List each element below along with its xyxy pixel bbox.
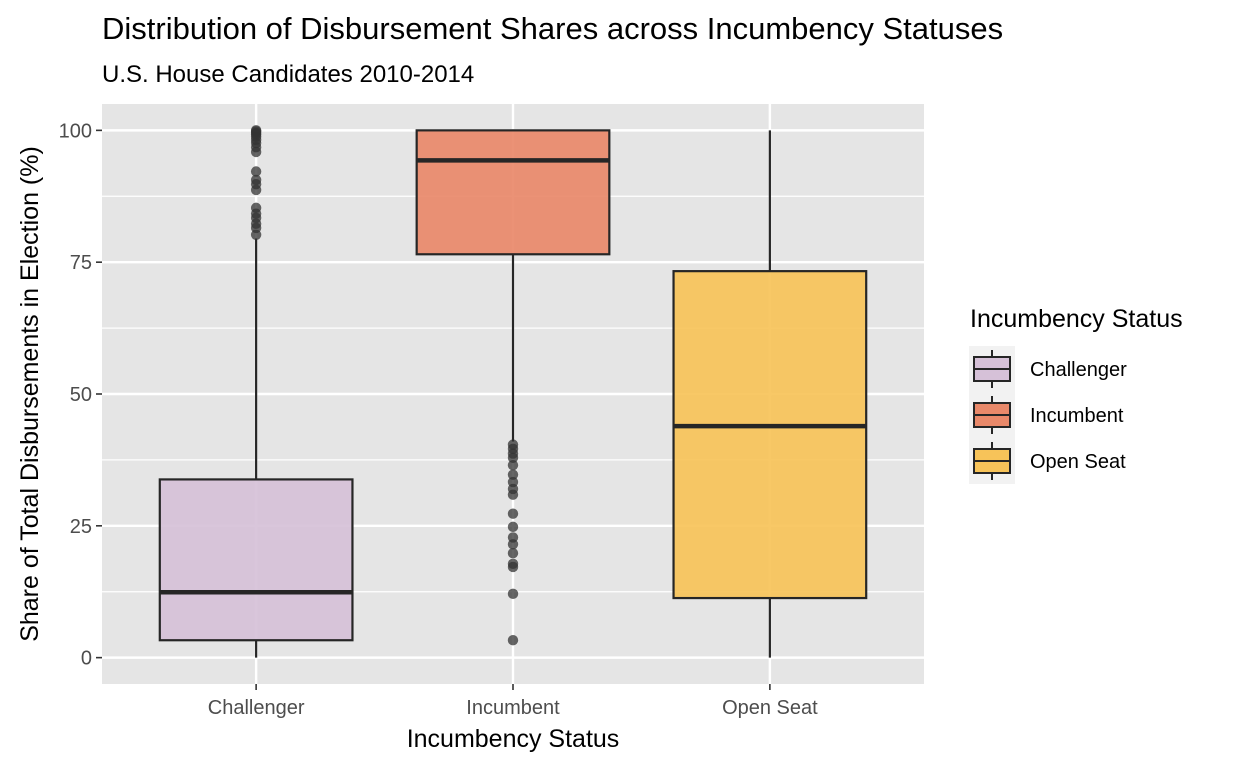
y-tick-label: 75 — [70, 252, 92, 274]
x-tick-label: Open Seat — [722, 697, 818, 719]
outlier-point — [507, 558, 519, 569]
chart-subtitle: U.S. House Candidates 2010-2014 — [102, 61, 474, 88]
box-incumbent — [415, 129, 611, 646]
interquartile-box — [672, 270, 868, 600]
x-axis-title: Incumbency Status — [407, 725, 620, 753]
x-tick-label: Incumbent — [466, 697, 560, 719]
outlier-point — [507, 635, 519, 646]
legend-item-open-seat: Open Seat — [973, 442, 1126, 480]
box-challenger — [158, 125, 354, 658]
legend-items: Challenger Incumbent Open Seat — [973, 350, 1127, 480]
legend-label: Incumbent — [1030, 405, 1124, 427]
legend: Incumbency Status Challenger Incumbent Ope… — [969, 305, 1183, 484]
legend-title: Incumbency Status — [970, 305, 1183, 333]
x-tick-label: Challenger — [208, 697, 305, 719]
x-axis: Challenger Incumbent Open Seat — [208, 684, 818, 719]
y-tick-label: 0 — [81, 648, 92, 670]
legend-item-incumbent: Incumbent — [973, 396, 1124, 434]
box-open-seat — [672, 130, 868, 658]
outlier-point — [507, 459, 519, 471]
legend-label: Open Seat — [1030, 451, 1126, 473]
interquartile-box — [158, 478, 354, 642]
y-axis-title: Share of Total Disbursements in Election… — [16, 146, 44, 642]
outlier-point — [507, 469, 519, 480]
chart-title: Distribution of Disbursement Shares acro… — [102, 11, 1003, 46]
outlier-point — [250, 125, 262, 136]
legend-item-challenger: Challenger — [973, 350, 1127, 388]
outlier-point — [250, 202, 262, 214]
y-tick-label: 100 — [59, 120, 92, 142]
outlier-point — [507, 548, 519, 559]
outlier-point — [250, 174, 262, 186]
outlier-point — [507, 476, 519, 488]
y-axis: 0 25 50 75 100 — [59, 120, 102, 670]
outlier-point — [507, 588, 519, 600]
interquartile-box — [415, 129, 611, 256]
outlier-point — [250, 166, 262, 177]
y-tick-label: 50 — [70, 384, 92, 406]
box-plots — [158, 125, 868, 658]
outlier-point — [507, 439, 519, 450]
y-tick-label: 25 — [70, 516, 92, 538]
outlier-point — [507, 532, 519, 543]
outlier-point — [507, 508, 519, 519]
legend-label: Challenger — [1030, 359, 1127, 381]
outlier-point — [507, 521, 519, 533]
